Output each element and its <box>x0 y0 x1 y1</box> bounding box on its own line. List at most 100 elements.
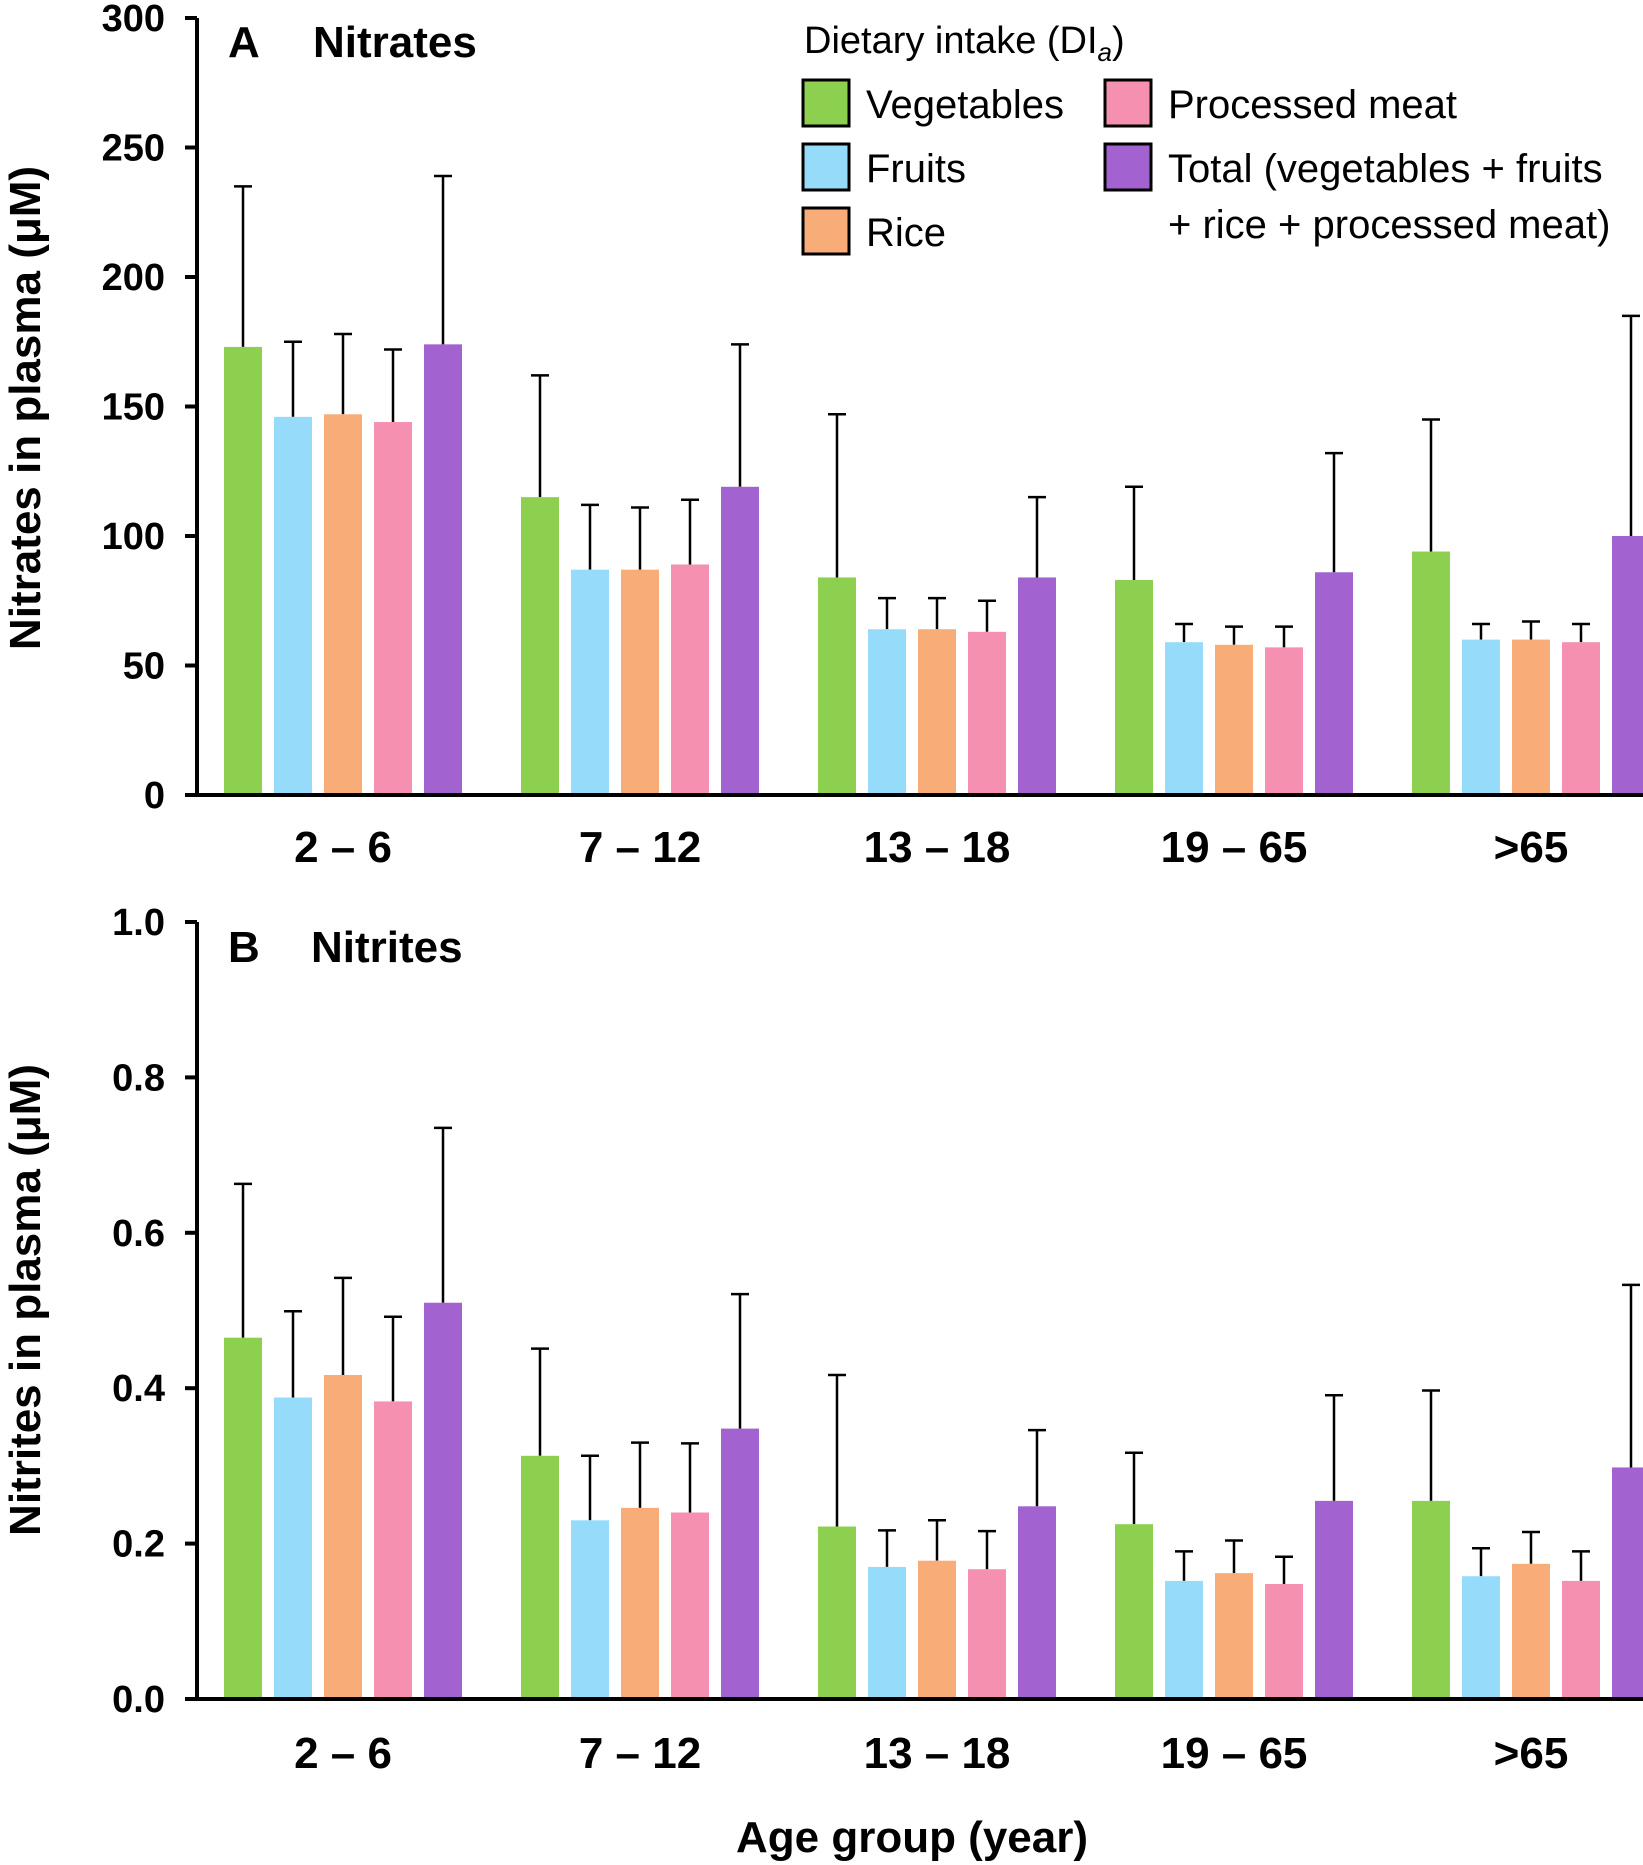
panel-b-letter: B <box>228 923 260 972</box>
panel-b-bar <box>1512 1563 1550 1697</box>
legend-label-total: Total (vegetables + fruits <box>1168 147 1603 191</box>
panel-a-bar <box>1562 642 1600 793</box>
legend-label-total-line2: + rice + processed meat) <box>1168 203 1610 247</box>
panel-a-bar <box>1412 551 1450 793</box>
legend-title: Dietary intake (DIa) <box>804 20 1125 67</box>
panel-b-category-label: 13 – 18 <box>864 1729 1011 1778</box>
legend-swatch-vegetables <box>801 78 851 128</box>
panel-a-bar <box>1315 572 1353 793</box>
legend-label-vegetables: Vegetables <box>866 83 1064 127</box>
panel-a-nitrates: 0 50 100 150 200 250 300 2 – 6 7 – 12 13 – 18 19 … <box>1 0 1643 872</box>
panel-a-bar <box>671 564 709 793</box>
panel-b-bar <box>1165 1580 1203 1697</box>
panel-b-y-tick-label: 0.8 <box>112 1057 165 1099</box>
panel-a-category-label: 2 – 6 <box>294 823 392 872</box>
legend-swatch-total <box>1103 142 1153 192</box>
panel-b-category-label: 19 – 65 <box>1161 1729 1308 1778</box>
panel-a-category-label: 7 – 12 <box>579 823 701 872</box>
legend: Dietary intake (DIa) Vegetables Fruits R… <box>801 20 1610 256</box>
panel-a-bar <box>1165 642 1203 793</box>
legend-swatch-rice <box>801 206 851 256</box>
panel-b-bar <box>571 1520 609 1697</box>
panel-a-bar <box>424 344 462 793</box>
panel-a-bar <box>1018 577 1056 793</box>
panel-a-bar <box>1512 639 1550 793</box>
panel-b-bar <box>671 1512 709 1697</box>
panel-a-bar <box>968 631 1006 793</box>
panel-a-y-tick-label: 150 <box>102 387 165 429</box>
panel-b-y-tick-label: 1.0 <box>112 902 165 944</box>
panel-b-bars <box>224 1126 1643 1697</box>
panel-a-bar <box>1265 647 1303 793</box>
panel-b-bar <box>721 1428 759 1697</box>
panel-b-y-tick-label: 0.2 <box>112 1524 165 1566</box>
panel-a-bar <box>1612 536 1643 793</box>
panel-b-bar <box>918 1560 956 1697</box>
panel-b-category-label: >65 <box>1494 1729 1569 1778</box>
panel-a-y-tick-label: 50 <box>123 646 165 688</box>
panel-a-y-axis-title: Nitrates in plasma (μM) <box>1 166 50 650</box>
panel-a-letter: A <box>228 18 260 67</box>
panel-b-bar <box>818 1526 856 1697</box>
panel-a-bar <box>324 414 362 793</box>
panel-b-category-labels: 2 – 6 7 – 12 13 – 18 19 – 65 >65 <box>294 1729 1568 1778</box>
legend-label-processed-meat: Processed meat <box>1168 83 1457 127</box>
panel-a-bar <box>571 569 609 793</box>
panel-a-category-label: 13 – 18 <box>864 823 1011 872</box>
panel-a-category-labels: 2 – 6 7 – 12 13 – 18 19 – 65 >65 <box>294 823 1568 872</box>
panel-a-bar <box>818 577 856 793</box>
panel-a-bar <box>521 497 559 793</box>
panel-b-bar <box>868 1566 906 1697</box>
panel-a-y-tick-label: 100 <box>102 516 165 558</box>
panel-b-y-tick-label: 0.4 <box>112 1368 165 1410</box>
panel-a-category-label: 19 – 65 <box>1161 823 1308 872</box>
panel-b-bar <box>224 1337 262 1697</box>
panel-a-y-tick-label: 300 <box>102 0 165 40</box>
panel-b-title: Nitrites <box>311 923 463 972</box>
panel-a-bar <box>374 422 412 793</box>
panel-a-bar <box>868 629 906 793</box>
panel-b-bar <box>521 1455 559 1697</box>
panel-a-bar <box>274 416 312 793</box>
panel-b-bar <box>1462 1576 1500 1697</box>
panel-b-bar <box>1215 1573 1253 1697</box>
panel-a-bar <box>1115 580 1153 793</box>
panel-a-bars <box>224 174 1643 793</box>
panel-b-bar <box>1612 1467 1643 1697</box>
panel-b-bar <box>1115 1524 1153 1697</box>
panel-b-category-label: 7 – 12 <box>579 1729 701 1778</box>
panel-b-bar <box>374 1401 412 1697</box>
panel-b-bar <box>324 1374 362 1697</box>
panel-b-bar <box>621 1507 659 1697</box>
panel-b-bar <box>1018 1506 1056 1697</box>
panel-b-bar <box>1562 1580 1600 1697</box>
panel-a-y-tick-label: 0 <box>144 775 165 817</box>
panel-a-title: Nitrates <box>313 18 477 67</box>
panel-a-bar <box>621 569 659 793</box>
legend-swatch-fruits <box>801 142 851 192</box>
panel-b-y-axis-title: Nitrites in plasma (μM) <box>1 1064 50 1536</box>
panel-a-y-ticks: 0 50 100 150 200 250 300 <box>102 0 197 817</box>
panel-a-bar <box>1215 644 1253 793</box>
panel-b-category-label: 2 – 6 <box>294 1729 392 1778</box>
panel-b-bar <box>1315 1500 1353 1697</box>
panel-a-bar <box>224 346 262 793</box>
panel-b-y-tick-label: 0.6 <box>112 1213 165 1255</box>
panel-a-y-tick-label: 200 <box>102 257 165 299</box>
x-axis-title: Age group (year) <box>736 1813 1088 1862</box>
panel-b-bar <box>274 1397 312 1697</box>
legend-swatch-processed-meat <box>1103 78 1153 128</box>
panel-b-bar <box>1412 1500 1450 1697</box>
panel-b-y-tick-label: 0.0 <box>112 1679 165 1721</box>
panel-a-bar <box>721 486 759 793</box>
panel-b-bar <box>1265 1584 1303 1697</box>
panel-a-category-label: >65 <box>1494 823 1569 872</box>
panel-a-bar <box>918 629 956 793</box>
panel-b-y-ticks: 0.0 0.2 0.4 0.6 0.8 1.0 <box>112 902 197 1721</box>
legend-label-rice: Rice <box>866 211 946 255</box>
panel-b-bar <box>424 1302 462 1697</box>
panel-a-y-tick-label: 250 <box>102 128 165 170</box>
panel-a-bar <box>1462 639 1500 793</box>
legend-label-fruits: Fruits <box>866 147 966 191</box>
